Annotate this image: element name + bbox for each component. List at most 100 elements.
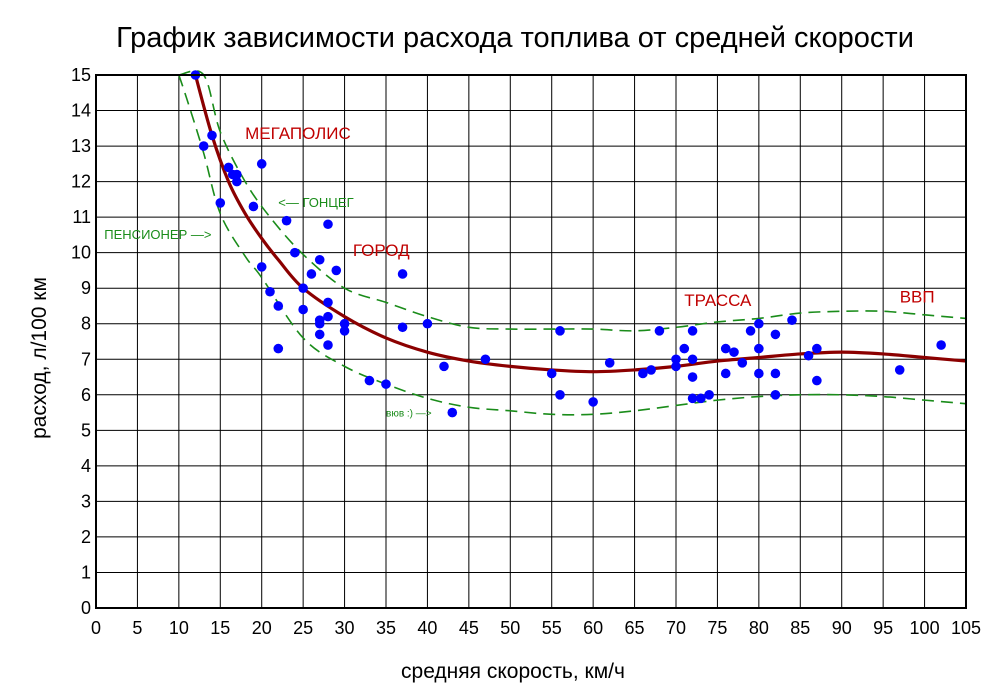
data-point [894,365,905,375]
y-axis-label: расход, л/100 км [28,277,51,439]
data-point [273,343,284,354]
data-point [696,393,706,404]
data-point [671,361,681,372]
data-point [232,176,242,187]
y-tick-label: 15 [71,65,91,85]
x-tick-label: 55 [542,618,562,638]
data-point [754,318,764,329]
data-point [638,368,648,379]
data-point [687,393,698,404]
x-tick-label: 90 [832,618,852,638]
x-tick-label: 35 [376,618,396,638]
data-point [323,340,333,350]
x-tick-label: 15 [210,618,230,638]
data-point [555,326,565,336]
x-tick-label: 95 [873,618,893,638]
data-point [737,358,748,368]
plot-frame [95,74,967,609]
x-tick-label: 25 [293,618,313,638]
data-point [604,358,615,368]
y-tick-label: 11 [72,207,91,227]
data-points [190,70,946,418]
data-point [720,368,731,379]
annotation-label: ВВП [900,287,935,306]
data-point [803,350,814,361]
data-point [671,354,681,365]
x-tick-labels: 0 5 10 15 20 25 30 35 40 45 50 55 60 65 70 75 80 85 90 95 10… [91,618,981,638]
data-point [397,322,408,333]
y-tick-label: 3 [81,491,91,511]
y-tick-label: 0 [81,598,91,618]
y-tick-label: 2 [81,527,91,547]
data-point [314,254,325,265]
data-point [936,340,946,350]
data-point [331,265,342,276]
data-point [770,368,781,379]
data-point [314,318,325,329]
data-point [745,326,756,336]
y-tick-label: 7 [81,349,91,369]
data-point [654,326,665,336]
x-tick-label: 0 [91,618,101,638]
lower-bound-line [178,74,967,416]
x-tick-label: 75 [707,618,727,638]
data-point [323,311,333,322]
x-tick-label: 5 [132,618,142,638]
data-point [447,407,458,418]
x-tick-label: 60 [583,618,603,638]
upper-bound-line [178,70,967,332]
y-tick-label: 10 [71,243,91,263]
data-point [256,159,267,169]
data-point [704,390,714,400]
data-point [812,343,822,354]
annotation-label: вюв :) —> [386,409,432,420]
plot-border [95,74,967,609]
data-point [290,247,300,258]
data-point [729,347,739,357]
data-point [198,141,209,151]
x-tick-label: 100 [910,618,940,638]
data-point [720,343,731,354]
x-tick-label: 10 [169,618,189,638]
x-tick-label: 80 [749,618,769,638]
data-point [397,269,408,279]
data-point [770,390,781,400]
x-axis-label: средняя скорость, км/ч [401,660,625,683]
annotation-label: МЕГАПОЛИС [245,124,351,143]
data-point [248,201,259,212]
data-point [232,169,242,180]
x-tick-label: 65 [625,618,645,638]
y-tick-label: 12 [71,172,91,192]
data-point [679,343,690,354]
data-point [555,390,565,400]
data-point [306,269,317,279]
data-point [439,361,449,372]
data-point [323,219,333,230]
x-tick-label: 50 [500,618,520,638]
data-point [381,379,391,389]
data-point [339,326,350,336]
y-tick-label: 4 [81,456,91,476]
data-point [223,162,234,173]
x-tick-label: 40 [417,618,437,638]
x-tick-label: 45 [459,618,479,638]
annotations: МЕГАПОЛИС ГОРОД ТРАССА ВВП <— ГОНЦЕГ ПЕНСИОНЕ… [104,124,934,420]
trend-line [193,74,967,374]
data-point [687,354,698,365]
data-point [364,375,375,386]
data-point [298,283,308,294]
y-tick-label: 13 [71,136,91,156]
y-tick-label: 6 [81,385,91,405]
data-point [687,372,698,382]
y-tick-label: 1 [81,562,91,582]
annotation-label: <— ГОНЦЕГ [278,195,353,210]
data-point [546,368,557,379]
x-tick-label: 30 [335,618,355,638]
data-point [646,365,656,375]
y-tick-label: 9 [81,278,91,298]
data-point [323,297,333,308]
data-point [281,215,292,226]
data-point [812,375,822,386]
